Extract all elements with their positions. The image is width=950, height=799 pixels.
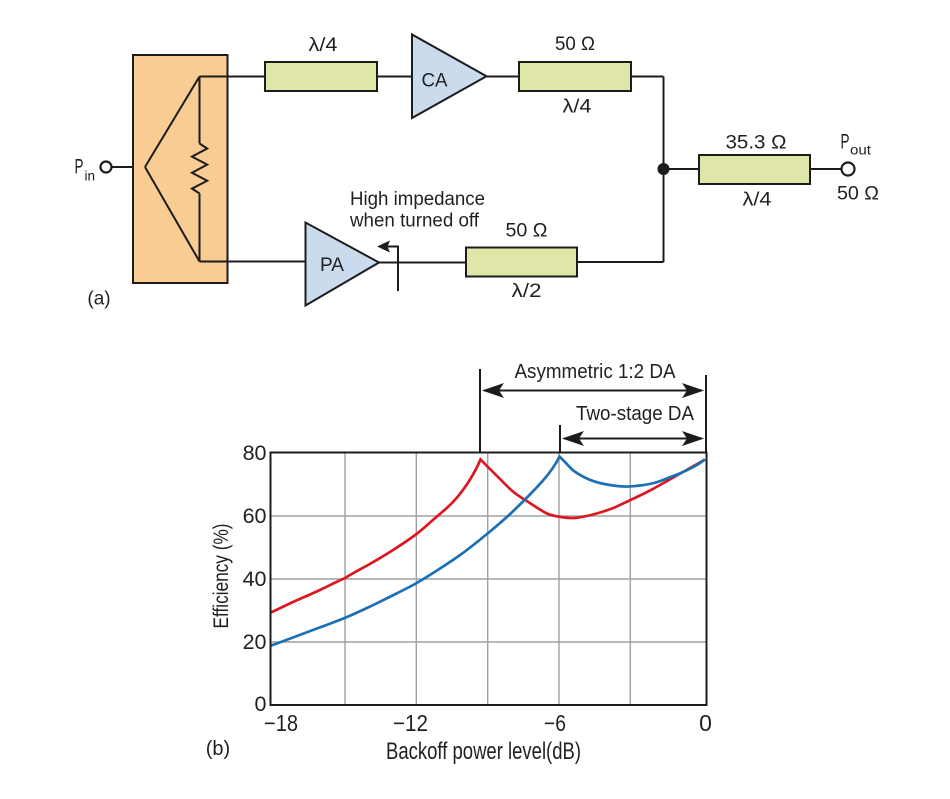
- svg-text:in: in: [85, 169, 96, 184]
- svg-text:CA: CA: [422, 70, 448, 92]
- svg-text:out: out: [850, 143, 871, 158]
- svg-text:High impedance: High impedance: [350, 189, 485, 210]
- svg-text:Efficiency (%): Efficiency (%): [209, 524, 233, 629]
- svg-text:0: 0: [255, 692, 267, 716]
- svg-text:0: 0: [699, 710, 712, 736]
- svg-text:PA: PA: [320, 254, 344, 276]
- svg-text:P: P: [75, 156, 84, 179]
- svg-text:(b): (b): [206, 738, 230, 760]
- svg-text:(a): (a): [87, 289, 110, 310]
- svg-text:−6: −6: [544, 710, 566, 736]
- svg-text:when turned off: when turned off: [349, 211, 480, 232]
- svg-text:λ/4: λ/4: [309, 34, 338, 56]
- svg-text:λ/4: λ/4: [563, 96, 592, 118]
- svg-text:P: P: [841, 131, 850, 154]
- svg-text:35.3 Ω: 35.3 Ω: [726, 132, 787, 154]
- svg-text:50 Ω: 50 Ω: [506, 220, 548, 242]
- svg-text:60: 60: [243, 504, 267, 528]
- svg-text:40: 40: [243, 567, 267, 591]
- svg-text:λ/2: λ/2: [512, 280, 542, 302]
- svg-text:Asymmetric 1:2 DA: Asymmetric 1:2 DA: [515, 361, 677, 383]
- svg-text:Two-stage DA: Two-stage DA: [576, 403, 695, 425]
- svg-text:50 Ω: 50 Ω: [837, 183, 879, 205]
- svg-text:Backoff power level(dB): Backoff power level(dB): [386, 738, 581, 765]
- svg-text:50 Ω: 50 Ω: [555, 33, 595, 55]
- svg-text:−18: −18: [264, 710, 298, 736]
- svg-text:20: 20: [243, 630, 267, 654]
- svg-text:−12: −12: [393, 710, 428, 736]
- svg-text:80: 80: [243, 441, 267, 465]
- svg-text:λ/4: λ/4: [743, 189, 772, 211]
